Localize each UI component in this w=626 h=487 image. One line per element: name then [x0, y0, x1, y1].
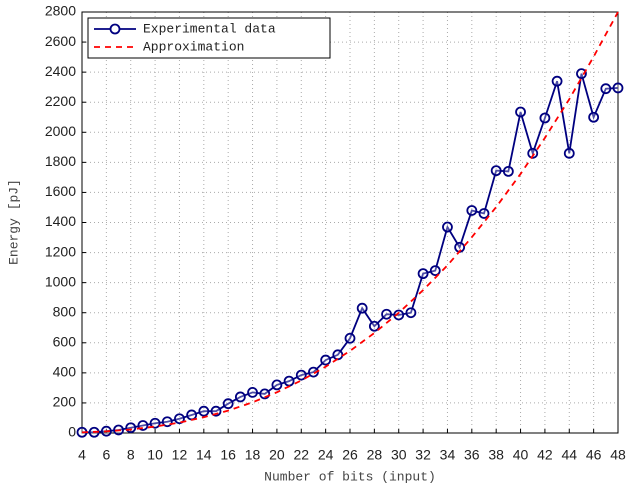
- data-point: [368, 320, 380, 332]
- x-tick-label: 46: [586, 447, 602, 463]
- x-tick-label: 48: [610, 447, 626, 463]
- series-line: [81, 11, 619, 434]
- data-point: [551, 75, 563, 87]
- data-point: [344, 332, 356, 344]
- x-tick-label: 42: [537, 447, 553, 463]
- x-tick-label: 28: [367, 447, 383, 463]
- x-tick-label: 12: [172, 447, 188, 463]
- plot-frame: [81, 11, 619, 434]
- legend-box: [87, 17, 331, 59]
- y-tick-label: 2000: [45, 123, 76, 139]
- x-tick-label: 34: [440, 447, 456, 463]
- x-tick-label: 40: [513, 447, 529, 463]
- data-point: [612, 82, 624, 94]
- data-point: [295, 369, 307, 381]
- data-point: [332, 349, 344, 361]
- legend-marker: [109, 23, 121, 35]
- data-point: [490, 165, 502, 177]
- y-tick-label: 600: [53, 333, 77, 349]
- data-point: [502, 165, 514, 177]
- x-tick-label: 6: [102, 447, 110, 463]
- data-point: [381, 308, 392, 320]
- x-tick-label: 38: [488, 447, 504, 463]
- y-tick-label: 1000: [45, 273, 76, 289]
- x-tick-label: 10: [147, 447, 163, 463]
- y-tick-label: 200: [53, 394, 77, 410]
- data-point: [539, 112, 551, 124]
- x-tick-label: 26: [342, 447, 358, 463]
- data-point: [283, 375, 295, 387]
- y-tick-label: 0: [68, 424, 76, 440]
- x-tick-label: 24: [318, 447, 334, 463]
- legend-label: Approximation: [143, 39, 244, 54]
- x-tick-label: 30: [391, 447, 407, 463]
- x-tick-label: 20: [269, 447, 285, 463]
- legend-label: Experimental data: [143, 21, 276, 36]
- data-point: [576, 68, 587, 80]
- y-tick-label: 1800: [45, 153, 76, 169]
- y-tick-label: 2200: [45, 93, 76, 109]
- x-axis-title: Number of bits (input): [264, 469, 436, 484]
- data-point: [588, 111, 600, 123]
- data-point: [442, 221, 453, 233]
- y-tick-label: 800: [53, 303, 77, 319]
- y-tick-label: 1200: [45, 243, 76, 259]
- data-point: [149, 417, 161, 429]
- data-point: [271, 379, 283, 391]
- data-point: [186, 409, 198, 421]
- x-tick-label: 18: [245, 447, 261, 463]
- y-tick-label: 400: [53, 364, 77, 380]
- x-tick-label: 4: [78, 447, 86, 463]
- data-point: [478, 208, 490, 219]
- data-point: [393, 309, 405, 321]
- data-point: [417, 268, 429, 280]
- y-tick-label: 2600: [45, 33, 76, 49]
- data-point: [198, 405, 210, 417]
- y-tick-label: 1600: [45, 183, 76, 199]
- data-point: [405, 307, 417, 319]
- data-point: [563, 147, 575, 159]
- data-point: [234, 391, 246, 403]
- y-tick-label: 2400: [45, 63, 76, 79]
- x-tick-label: 22: [293, 447, 309, 463]
- x-tick-label: 16: [220, 447, 236, 463]
- y-tick-label: 1400: [45, 213, 76, 229]
- data-point: [247, 387, 258, 398]
- data-point: [308, 366, 319, 378]
- data-point: [515, 106, 526, 118]
- data-point: [429, 265, 441, 277]
- data-point: [466, 205, 478, 216]
- x-tick-label: 44: [561, 447, 577, 463]
- y-axis-title: Energy [pJ]: [6, 179, 21, 265]
- x-tick-label: 14: [196, 447, 212, 463]
- y-tick-label: 2800: [45, 3, 76, 19]
- data-point: [356, 302, 368, 314]
- x-tick-label: 8: [127, 447, 135, 463]
- data-point: [600, 83, 612, 95]
- data-point: [527, 147, 539, 159]
- data-point: [222, 398, 234, 410]
- x-tick-label: 36: [464, 447, 480, 463]
- x-tick-label: 32: [415, 447, 431, 463]
- data-point: [174, 413, 185, 425]
- data-point: [320, 354, 332, 366]
- data-point: [125, 422, 137, 434]
